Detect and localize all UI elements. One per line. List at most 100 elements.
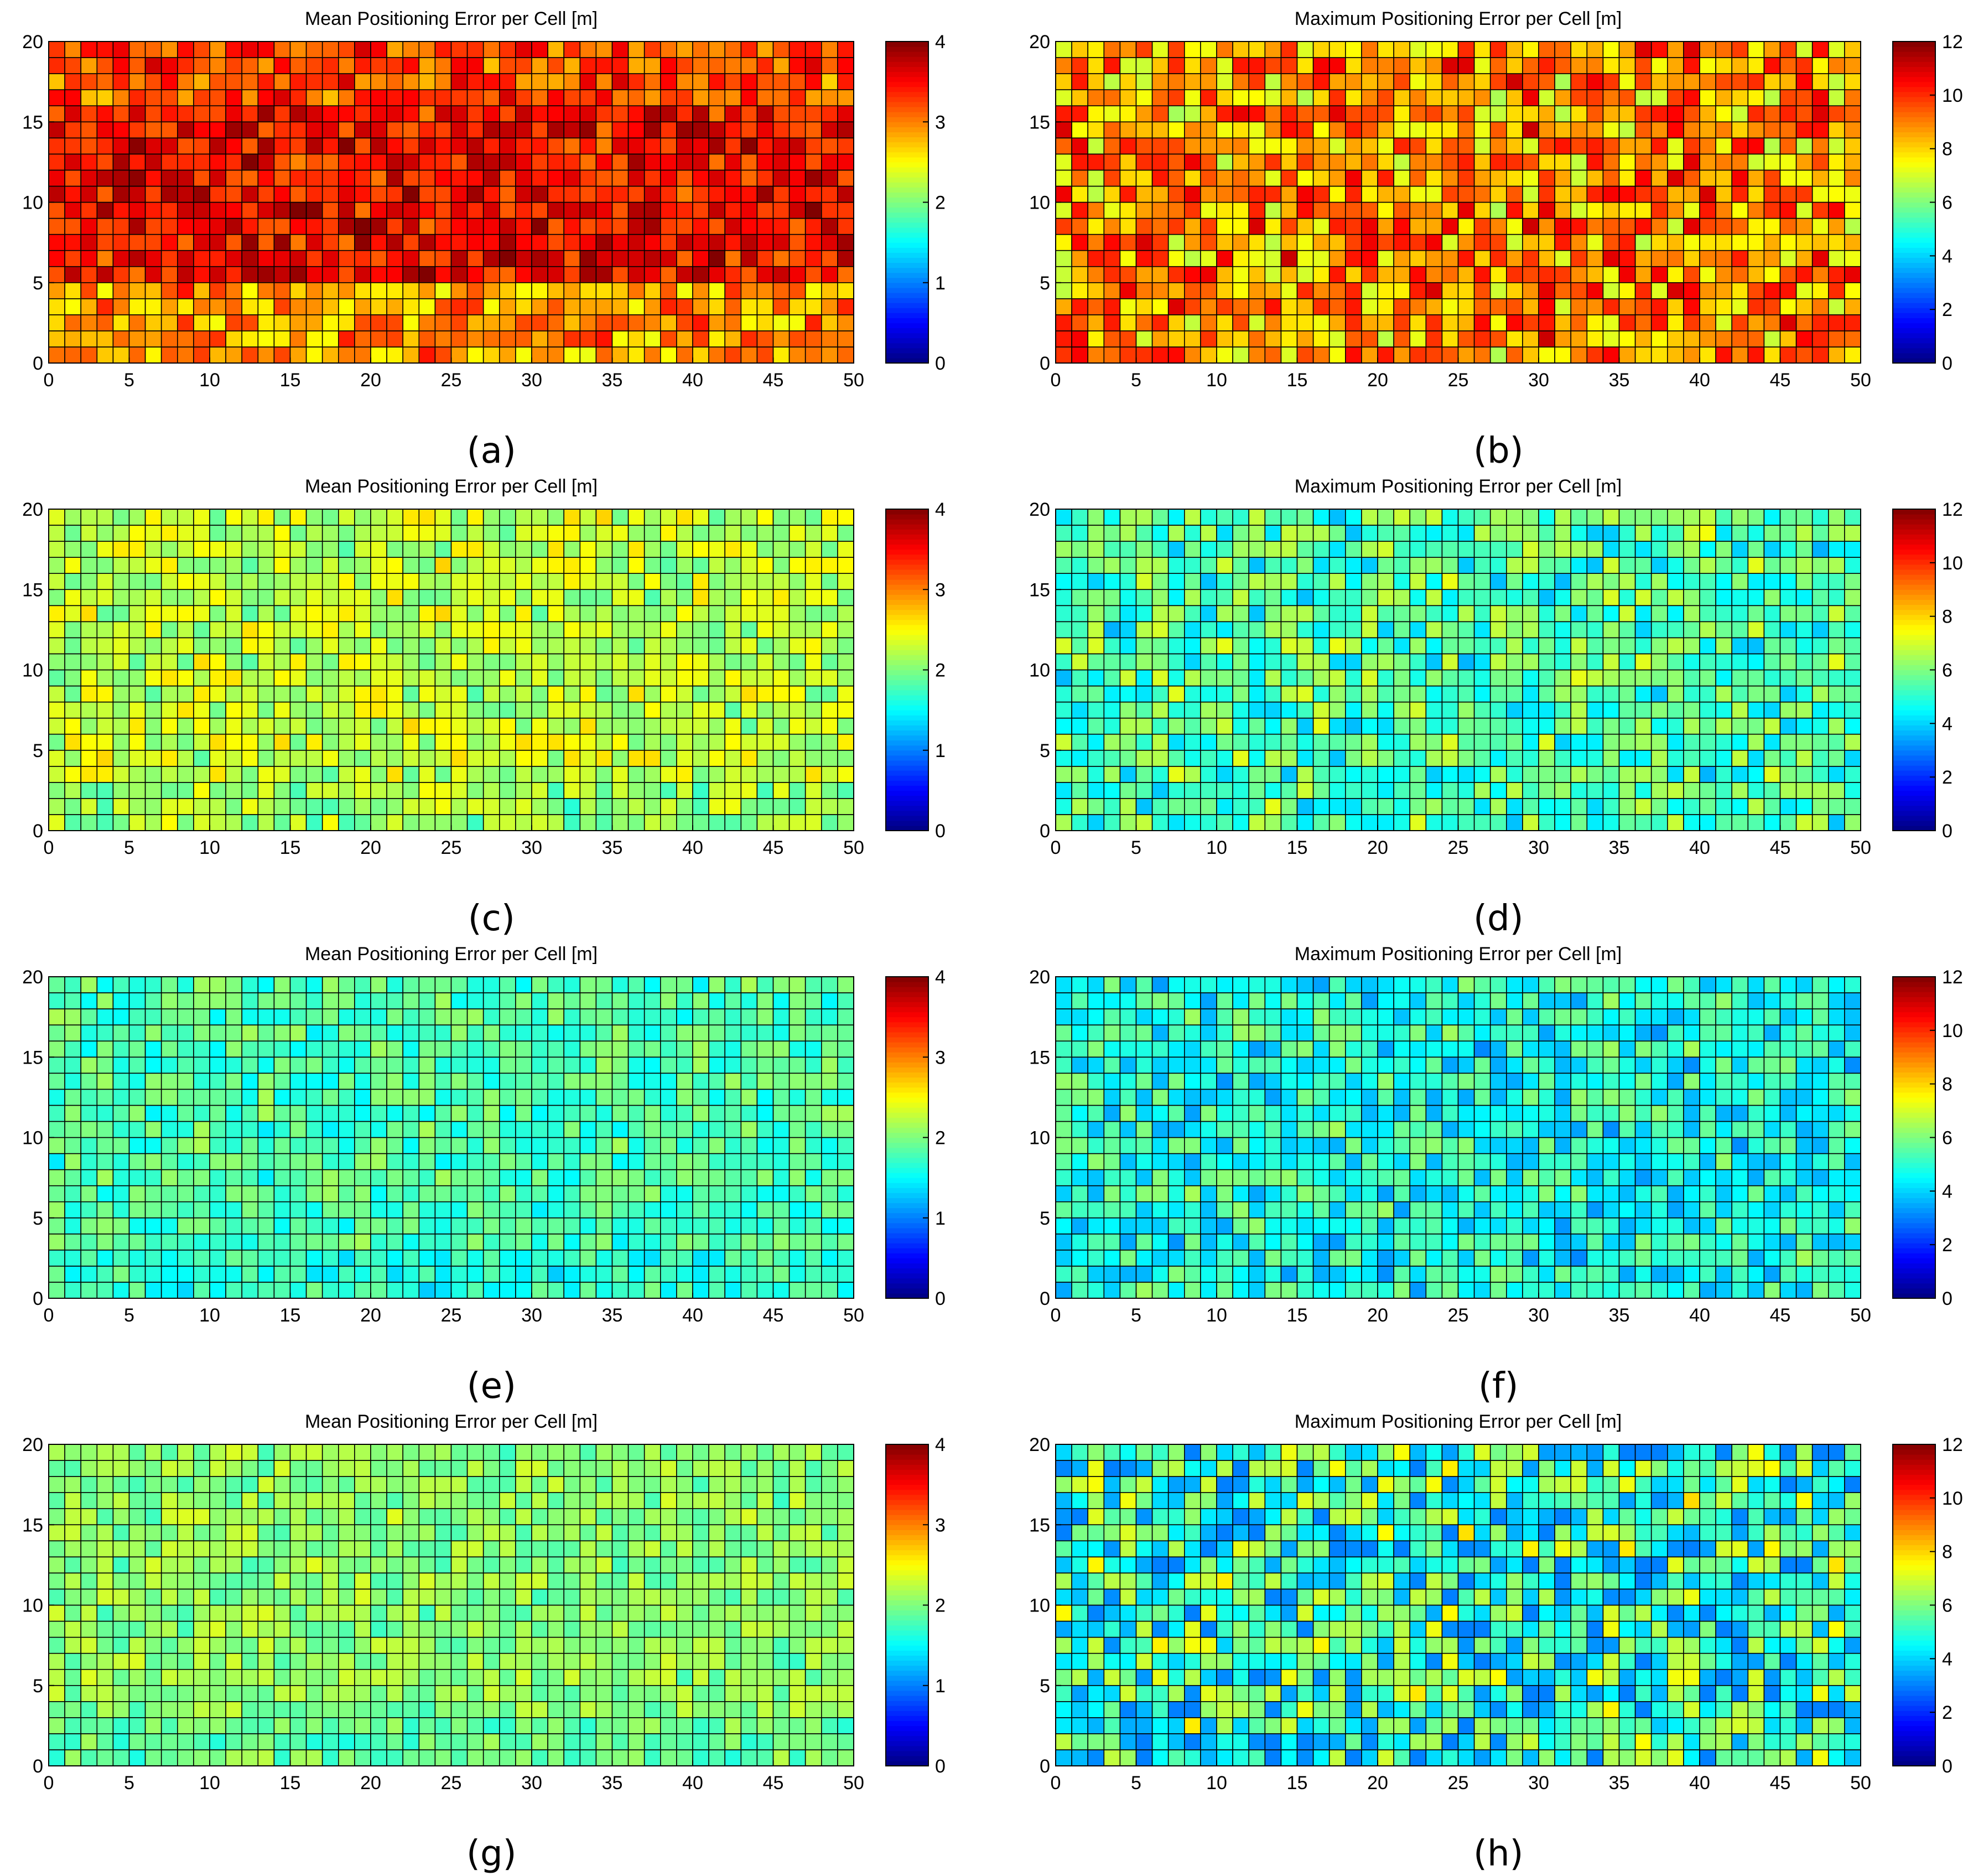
heatmap-cell (482, 1201, 500, 1219)
heatmap-cell (96, 541, 114, 558)
heatmap-cell (531, 1153, 548, 1170)
heatmap-cell (160, 1282, 178, 1299)
heatmap-cell (1087, 314, 1105, 331)
heatmap-cell (676, 266, 693, 283)
heatmap-cell (756, 266, 774, 283)
colorbar-segment (1893, 619, 1935, 625)
heatmap-cell (1377, 717, 1394, 735)
heatmap-cell (273, 234, 291, 251)
heatmap-cell (1232, 685, 1250, 703)
heatmap-cell (1763, 717, 1781, 735)
heatmap-cell (354, 798, 371, 815)
heatmap-cell (756, 1169, 774, 1186)
heatmap-cell (772, 557, 790, 574)
heatmap-cell (370, 57, 387, 74)
heatmap-cell (370, 121, 387, 139)
heatmap-cell (1650, 637, 1668, 655)
heatmap-cell (1586, 653, 1604, 671)
heatmap-cell (337, 509, 355, 526)
heatmap-cell (627, 701, 645, 719)
heatmap-cell (321, 1153, 339, 1170)
heatmap-cell (225, 217, 243, 235)
colorbar-segment (1893, 177, 1935, 183)
heatmap-cell (1489, 153, 1507, 171)
heatmap-cell (1103, 121, 1121, 139)
heatmap-cell (1167, 73, 1185, 90)
heatmap-cell (273, 541, 291, 558)
heatmap-cell (1312, 137, 1330, 155)
heatmap-cell (1361, 298, 1378, 315)
heatmap-cell (96, 266, 114, 283)
heatmap-cell (724, 41, 742, 58)
heatmap-cell (241, 121, 259, 139)
heatmap-cell (144, 105, 162, 123)
heatmap-cell (547, 509, 564, 526)
heatmap-cell (1393, 766, 1411, 783)
heatmap-cell (676, 1201, 693, 1219)
heatmap-cell (837, 1282, 854, 1299)
x-tick-label: 5 (1131, 370, 1141, 391)
heatmap-cell (466, 1185, 484, 1203)
heatmap-cell (289, 282, 307, 299)
heatmap-cell (370, 525, 387, 542)
heatmap-cell (112, 137, 130, 155)
heatmap-cell (1119, 330, 1137, 348)
heatmap-cell (1506, 89, 1523, 106)
heatmap-cell (1811, 541, 1829, 558)
heatmap-cell (241, 282, 259, 299)
heatmap-cell (1828, 637, 1845, 655)
heatmap-cell (1538, 89, 1555, 106)
heatmap-cell (837, 234, 854, 251)
heatmap-cell (289, 1266, 307, 1283)
heatmap-cell (1844, 814, 1861, 831)
colorbar-segment (886, 257, 928, 263)
heatmap-cell (563, 621, 581, 639)
heatmap-cell (241, 766, 259, 783)
heatmap-cell (1683, 557, 1700, 574)
colorbar-segment (886, 645, 928, 650)
heatmap-cell (209, 814, 226, 831)
heatmap-cell (418, 1137, 436, 1154)
heatmap-cell (160, 282, 178, 299)
heatmap-cell (821, 798, 838, 815)
heatmap-cell (1167, 573, 1185, 590)
heatmap-cell (788, 266, 806, 283)
heatmap-cell (225, 541, 243, 558)
colorbar-segment (1893, 604, 1935, 610)
heatmap-cell (450, 573, 468, 590)
heatmap-cell (1425, 266, 1443, 283)
heatmap-cell (370, 621, 387, 639)
heatmap-cell (1312, 314, 1330, 331)
heatmap-cell (289, 541, 307, 558)
heatmap-cell (1779, 733, 1797, 751)
heatmap-cell (1763, 57, 1781, 74)
heatmap-cell (1312, 701, 1330, 719)
heatmap-cell (1779, 798, 1797, 815)
heatmap-cell (1779, 749, 1797, 767)
heatmap-cell (1828, 685, 1845, 703)
heatmap-cell (112, 105, 130, 123)
heatmap-cell (434, 169, 452, 187)
heatmap-cell (1811, 717, 1829, 735)
heatmap-cell (337, 541, 355, 558)
heatmap-cell (144, 346, 162, 364)
heatmap-cell (1811, 589, 1829, 607)
colorbar-segment (1893, 101, 1935, 107)
heatmap-cell (1087, 621, 1105, 639)
heatmap-cell (1232, 605, 1250, 623)
heatmap-cell (176, 685, 194, 703)
heatmap-cell (1296, 782, 1314, 799)
heatmap-cell (1602, 89, 1620, 106)
heatmap-cell (241, 509, 259, 526)
heatmap-cell (1296, 234, 1314, 251)
heatmap-cell (821, 346, 838, 364)
heatmap-cell (1248, 782, 1266, 799)
heatmap-cell (112, 1266, 130, 1283)
heatmap-cell (708, 298, 725, 315)
heatmap-cell (1071, 250, 1088, 267)
heatmap-cell (112, 669, 130, 687)
colorbar-segment (1893, 56, 1935, 62)
heatmap-cell (788, 798, 806, 815)
panel-a: Mean Positioning Error per Cell [m]0 5 10 1… (22, 8, 946, 471)
heatmap-cell (692, 557, 709, 574)
